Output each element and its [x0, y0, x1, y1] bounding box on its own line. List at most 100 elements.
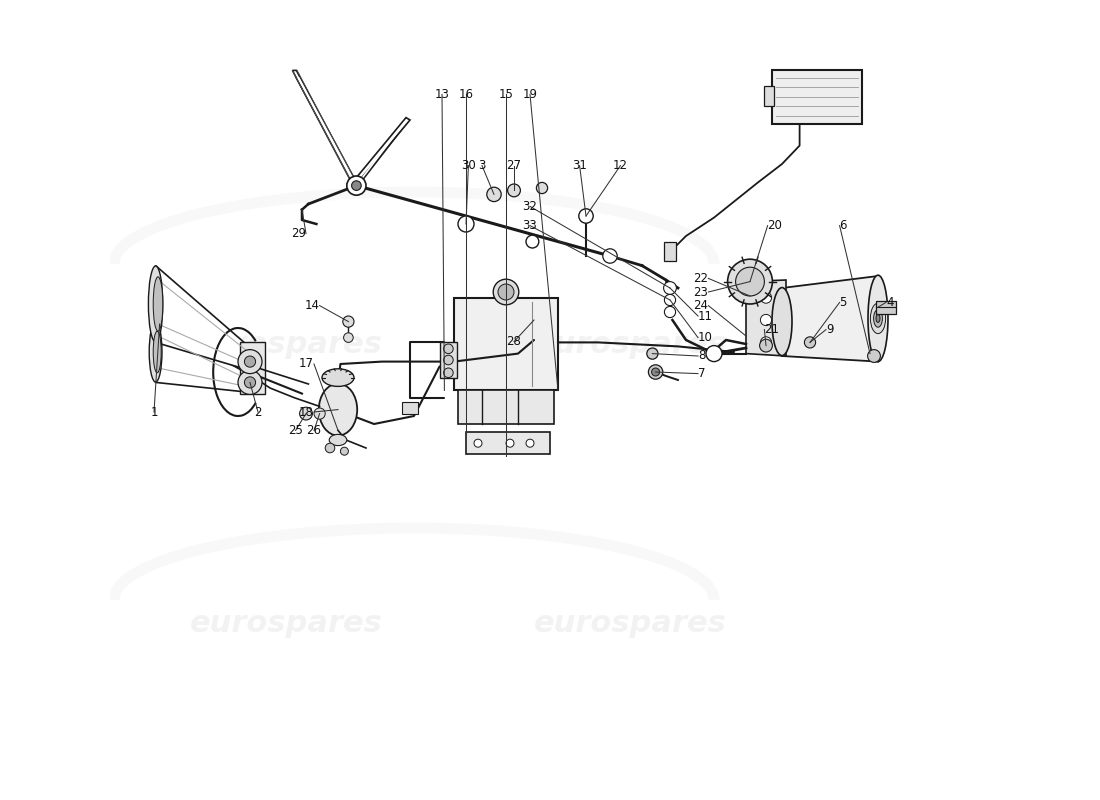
Text: 20: 20 [768, 219, 782, 232]
Circle shape [487, 187, 502, 202]
Text: 29: 29 [292, 227, 306, 240]
Circle shape [443, 344, 453, 354]
Circle shape [647, 348, 658, 359]
Bar [663, 242, 676, 261]
Circle shape [868, 350, 880, 362]
Bar [764, 86, 774, 106]
Text: 7: 7 [698, 367, 705, 380]
Text: 33: 33 [522, 219, 538, 232]
Text: 24: 24 [693, 299, 708, 312]
Text: 12: 12 [613, 159, 628, 172]
Circle shape [760, 292, 771, 303]
Bar [458, 390, 554, 424]
Bar [772, 70, 862, 124]
Ellipse shape [772, 288, 792, 355]
Bar [877, 301, 896, 314]
Bar [440, 342, 458, 378]
Circle shape [340, 447, 349, 455]
Text: 23: 23 [693, 286, 708, 298]
Text: 9: 9 [826, 323, 834, 336]
Circle shape [346, 176, 366, 195]
Circle shape [244, 377, 255, 388]
Circle shape [238, 370, 262, 394]
Circle shape [664, 306, 675, 318]
Text: 25: 25 [288, 424, 302, 437]
Circle shape [537, 182, 548, 194]
Circle shape [760, 314, 771, 326]
Circle shape [526, 235, 539, 248]
Circle shape [664, 294, 675, 306]
Ellipse shape [153, 331, 162, 373]
Circle shape [804, 337, 815, 348]
Circle shape [760, 337, 771, 348]
Circle shape [603, 249, 617, 263]
Circle shape [352, 181, 361, 190]
Ellipse shape [870, 303, 886, 334]
Ellipse shape [322, 369, 354, 386]
Text: 14: 14 [305, 299, 320, 312]
Bar [454, 298, 558, 390]
Circle shape [663, 282, 676, 294]
Text: 19: 19 [522, 88, 538, 101]
Circle shape [727, 259, 772, 304]
Text: 6: 6 [839, 219, 847, 232]
Ellipse shape [150, 322, 162, 382]
Circle shape [343, 333, 353, 342]
Polygon shape [293, 70, 356, 184]
Circle shape [244, 356, 255, 367]
Text: eurospares: eurospares [189, 330, 383, 358]
Polygon shape [352, 118, 410, 184]
Circle shape [443, 368, 453, 378]
Text: 17: 17 [299, 358, 314, 370]
Text: 8: 8 [698, 350, 705, 362]
Text: 11: 11 [698, 310, 713, 322]
Ellipse shape [319, 383, 358, 435]
Text: 27: 27 [506, 159, 521, 172]
Text: 26: 26 [307, 424, 321, 437]
Text: 30: 30 [461, 159, 476, 172]
Text: 10: 10 [698, 331, 713, 344]
Polygon shape [155, 322, 246, 392]
Text: eurospares: eurospares [534, 330, 726, 358]
Text: 15: 15 [498, 88, 514, 101]
Ellipse shape [873, 310, 882, 327]
Circle shape [343, 316, 354, 327]
Text: 4: 4 [886, 296, 893, 309]
Ellipse shape [148, 266, 163, 342]
Text: 18: 18 [299, 406, 314, 418]
Bar [240, 342, 265, 394]
Bar [402, 402, 418, 414]
Text: 28: 28 [507, 335, 521, 348]
Circle shape [299, 407, 312, 420]
Text: 2: 2 [254, 406, 262, 418]
Circle shape [736, 267, 764, 296]
Ellipse shape [868, 275, 888, 362]
Text: 16: 16 [459, 88, 473, 101]
Circle shape [493, 279, 519, 305]
Circle shape [507, 184, 520, 197]
Text: 31: 31 [572, 159, 587, 172]
Text: 3: 3 [478, 159, 486, 172]
Circle shape [526, 439, 534, 447]
Text: eurospares: eurospares [189, 610, 383, 638]
Circle shape [474, 439, 482, 447]
Circle shape [314, 408, 326, 419]
Polygon shape [155, 266, 252, 371]
Polygon shape [746, 280, 786, 356]
Bar [466, 432, 550, 454]
Circle shape [579, 209, 593, 223]
Ellipse shape [876, 314, 880, 322]
Text: 32: 32 [522, 200, 538, 213]
Polygon shape [782, 276, 878, 362]
Circle shape [498, 284, 514, 300]
Text: 21: 21 [764, 323, 780, 336]
Circle shape [706, 346, 722, 362]
Text: 5: 5 [839, 296, 847, 309]
Text: 13: 13 [434, 88, 450, 101]
Circle shape [443, 355, 453, 365]
Circle shape [326, 443, 334, 453]
Circle shape [651, 368, 660, 376]
Text: 22: 22 [693, 272, 708, 285]
Circle shape [760, 339, 772, 352]
Text: 1: 1 [151, 406, 157, 418]
